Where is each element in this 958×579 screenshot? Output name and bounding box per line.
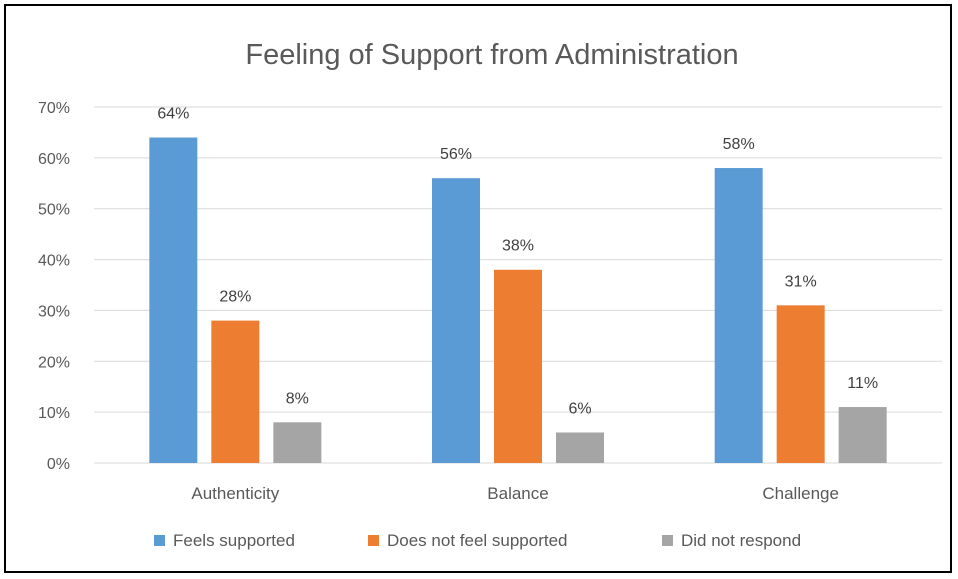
bar-feels-supported (149, 137, 198, 463)
chart-title: Feeling of Support from Administration (245, 39, 738, 71)
legend-entry: Does not feel supported (387, 531, 568, 550)
bar-did-not-respond (556, 432, 604, 463)
y-tick-label: 0% (47, 456, 70, 473)
data-label: 31% (785, 273, 817, 290)
y-axis-tick-labels: 0% 10% 20% 30% 40% 50% 60% 70% (38, 100, 70, 473)
data-label: 38% (502, 238, 534, 255)
data-label: 8% (286, 390, 309, 407)
y-tick-label: 70% (38, 100, 70, 117)
data-label: 58% (723, 136, 755, 153)
category-label: Authenticity (191, 484, 279, 503)
legend: Feels supported Does not feel supported Di… (154, 531, 801, 550)
data-label: 64% (157, 106, 189, 123)
legend-swatch (368, 535, 379, 546)
bar-does-not-feel-supported (776, 305, 825, 463)
category-label: Balance (487, 484, 548, 503)
data-labels: 64% 28% 8% 56% 38% 6% 58% 31% 11% (157, 106, 878, 418)
bar-does-not-feel-supported (211, 320, 260, 463)
data-label: 6% (568, 400, 591, 417)
y-tick-label: 10% (38, 405, 70, 422)
legend-swatch (662, 535, 673, 546)
y-tick-label: 60% (38, 151, 70, 168)
category-label: Challenge (762, 484, 839, 503)
data-label: 28% (219, 289, 251, 306)
bar-did-not-respond (838, 407, 887, 463)
y-tick-label: 20% (38, 354, 70, 371)
chart-frame: Feeling of Support from Administration 0… (4, 4, 952, 573)
bars (149, 137, 887, 463)
y-tick-label: 30% (38, 303, 70, 320)
data-label: 11% (847, 375, 878, 392)
legend-entry: Did not respond (681, 531, 801, 550)
bar-did-not-respond (273, 422, 322, 463)
legend-entry: Feels supported (173, 531, 295, 550)
y-tick-label: 40% (38, 253, 70, 270)
data-label: 56% (440, 146, 472, 163)
y-tick-label: 50% (38, 202, 70, 219)
bar-chart: Feeling of Support from Administration 0… (38, 39, 942, 550)
bar-feels-supported (714, 168, 763, 463)
legend-swatch (154, 535, 165, 546)
x-axis-category-labels: Authenticity Balance Challenge (191, 484, 839, 503)
bar-feels-supported (432, 178, 480, 463)
bar-does-not-feel-supported (494, 269, 542, 463)
